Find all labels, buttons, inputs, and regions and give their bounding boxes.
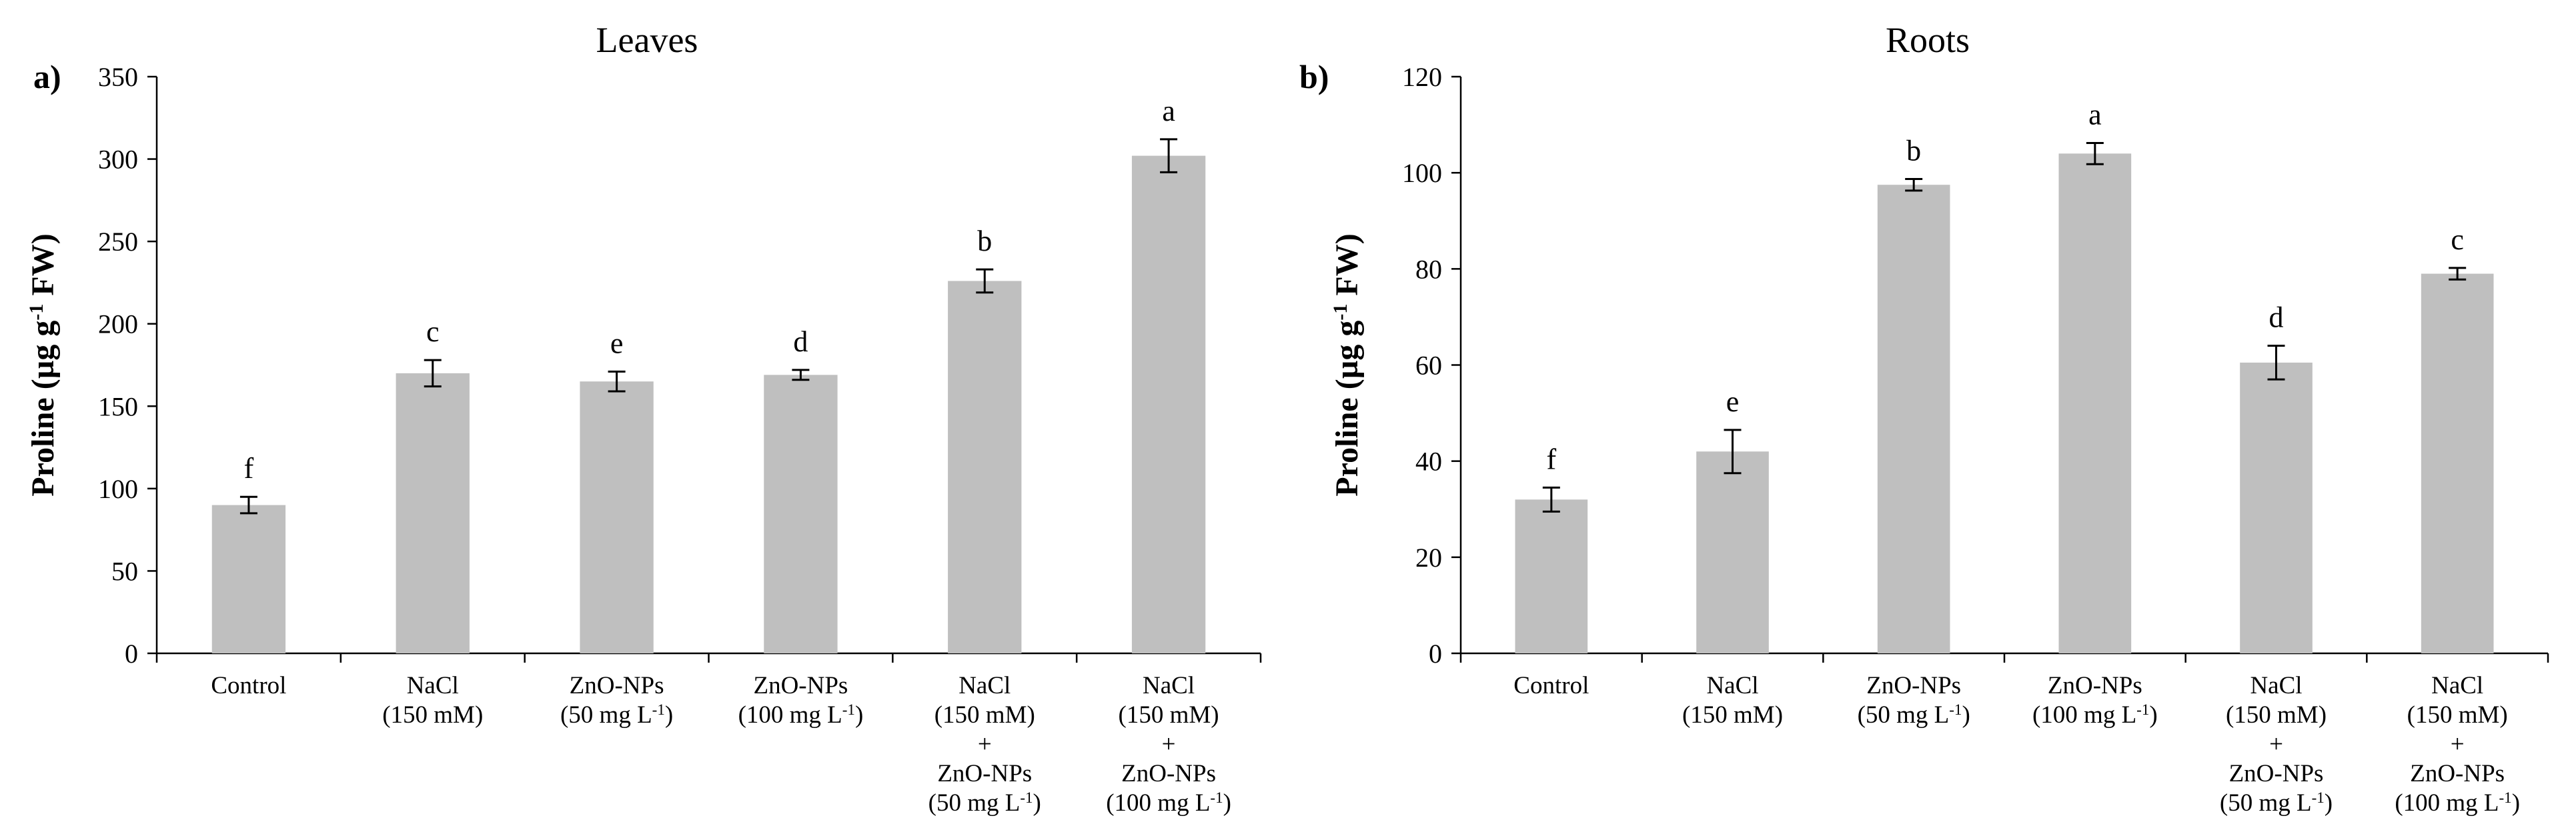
x-category-label: NaCl (150 mM) + ZnO-NPs (50 mg L-1) <box>2220 672 2333 817</box>
y-tick-label: 100 <box>98 474 138 504</box>
bar <box>396 373 470 653</box>
bar <box>1877 185 1950 653</box>
bar <box>1515 499 1588 653</box>
significance-letter: e <box>1726 385 1740 418</box>
x-category-label: ZnO-NPs (50 mg L-1) <box>560 672 673 729</box>
y-tick-label: 0 <box>1429 639 1442 669</box>
x-category-label: ZnO-NPs (100 mg L-1) <box>738 672 864 729</box>
significance-letter: f <box>1547 443 1557 475</box>
x-category-label: Control <box>211 672 286 699</box>
chart-title: Roots <box>1886 20 1970 60</box>
significance-letter: c <box>2451 223 2464 256</box>
bar <box>948 281 1022 653</box>
x-category-label: ZnO-NPs (100 mg L-1) <box>2032 672 2158 729</box>
bar <box>2240 362 2313 653</box>
y-tick-label: 250 <box>98 227 138 257</box>
bar <box>2058 153 2132 654</box>
y-axis-label: Proline (µg g-1 FW) <box>25 233 61 496</box>
significance-letter: e <box>610 327 624 359</box>
y-tick-label: 0 <box>125 639 138 669</box>
bar <box>2421 273 2494 654</box>
bar <box>1696 451 1769 653</box>
x-category-label: Control <box>1513 672 1589 699</box>
x-category-label: NaCl (150 mM) + ZnO-NPs (50 mg L-1) <box>928 672 1041 817</box>
significance-letter: b <box>1906 135 1921 167</box>
y-tick-label: 20 <box>1415 543 1442 573</box>
bar <box>580 381 654 653</box>
significance-letter: d <box>2269 301 2284 334</box>
x-category-label: NaCl (150 mM) <box>1682 672 1783 729</box>
significance-letter: c <box>426 315 440 348</box>
x-category-label: NaCl (150 mM) + ZnO-NPs (100 mg L-1) <box>1106 672 1231 817</box>
x-category-label: ZnO-NPs (50 mg L-1) <box>1858 672 1970 729</box>
bar <box>1131 155 1206 654</box>
significance-letter: a <box>2088 98 2102 131</box>
y-tick-label: 120 <box>1402 62 1442 92</box>
y-tick-label: 40 <box>1415 447 1442 477</box>
significance-letter: a <box>1162 95 1175 127</box>
significance-letter: b <box>977 225 992 257</box>
y-tick-label: 50 <box>111 556 138 586</box>
panel-label: a) <box>33 58 61 95</box>
x-category-label: NaCl (150 mM) + ZnO-NPs (100 mg L-1) <box>2395 672 2520 817</box>
y-tick-label: 350 <box>98 62 138 92</box>
y-tick-label: 150 <box>98 391 138 421</box>
chart-title: Leaves <box>596 20 698 60</box>
panel-roots: Roots b) Proline (µg g-1 FW) 0 20 40 60 80 100 12… <box>1299 20 2549 817</box>
y-tick-label: 60 <box>1415 351 1442 381</box>
bar <box>211 505 286 653</box>
significance-letter: d <box>793 325 808 358</box>
significance-letter: f <box>244 452 254 485</box>
panel-label: b) <box>1299 58 1329 95</box>
y-tick-label: 100 <box>1402 158 1442 188</box>
y-tick-label: 200 <box>98 309 138 339</box>
x-category-label: NaCl (150 mM) <box>382 672 483 729</box>
y-tick-label: 300 <box>98 145 138 175</box>
bar <box>764 375 838 653</box>
panel-leaves: Leaves a) Proline (µg g-1 FW) 0 50 100 150 200 2… <box>25 20 1262 817</box>
y-axis-label: Proline (µg g-1 FW) <box>1329 233 1365 496</box>
y-tick-label: 80 <box>1415 254 1442 284</box>
